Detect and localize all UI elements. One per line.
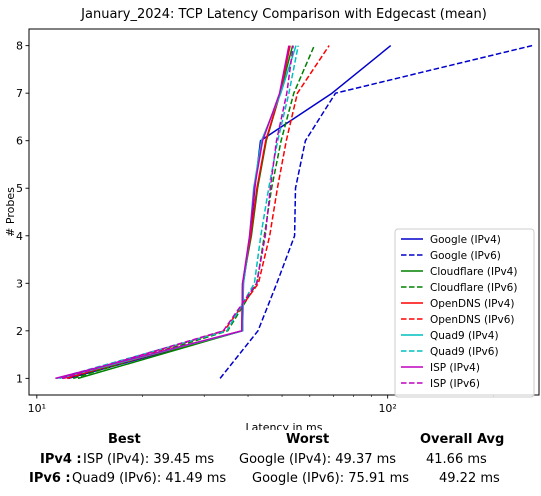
y-axis: 1 2 3 4 5 6 7 8 xyxy=(16,40,29,385)
y-tick-label: 3 xyxy=(16,277,23,290)
y-axis-label: # Probes xyxy=(4,187,17,237)
x-axis-label: Latency in ms xyxy=(246,421,323,430)
series-line-opendns-ipv4 xyxy=(63,45,291,380)
summary-row-ipv6-best: Quad9 (IPv6): 41.49 ms xyxy=(72,471,227,486)
legend-entry: Quad9 (IPv4) xyxy=(430,330,499,342)
summary-row-ipv4-avg: 41.66 ms xyxy=(426,452,487,467)
summary-row-ipv6-label: IPv6 : xyxy=(29,471,71,486)
series-line-isp-ipv4 xyxy=(55,45,290,380)
y-tick-label: 7 xyxy=(16,87,23,100)
legend-entry: Quad9 (IPv6) xyxy=(430,346,499,358)
y-tick-label: 6 xyxy=(16,135,23,148)
chart-title: January_2024: TCP Latency Comparison wit… xyxy=(80,7,487,22)
legend-entry: Cloudflare (IPv6) xyxy=(430,282,517,294)
series-line-opendns-ipv6 xyxy=(66,45,330,380)
y-tick-label: 5 xyxy=(16,182,23,195)
x-tick-label: 10¹ xyxy=(28,402,46,415)
summary-row-ipv4-worst: Google (IPv4): 49.37 ms xyxy=(239,452,397,467)
series-line-google-ipv6 xyxy=(219,44,533,379)
y-tick-label: 2 xyxy=(16,325,23,338)
legend-entry: OpenDNS (IPv4) xyxy=(430,298,515,310)
y-tick-label: 1 xyxy=(16,372,23,385)
legend-entry: OpenDNS (IPv6) xyxy=(430,314,515,326)
x-axis: 10¹ 10² xyxy=(28,395,494,415)
summary-row-ipv6-worst: Google (IPv6): 75.91 ms xyxy=(252,471,410,486)
summary-header-best: Best xyxy=(108,432,141,447)
x-tick-label: 10² xyxy=(378,402,396,415)
legend-box xyxy=(394,228,535,398)
series-line-quad9-ipv4 xyxy=(59,45,297,380)
legend: Google (IPv4) Google (IPv6) Cloudflare (IP… xyxy=(394,228,535,398)
series-line-cloudflare-ipv4 xyxy=(77,45,294,380)
summary-row-ipv4-best: ISP (IPv4): 39.45 ms xyxy=(83,452,215,467)
legend-entry: ISP (IPv4) xyxy=(430,362,480,374)
summary-header-avg: Overall Avg xyxy=(420,432,505,447)
summary-header-worst: Worst xyxy=(286,432,330,447)
y-tick-label: 8 xyxy=(16,40,23,53)
legend-entry: Google (IPv4) xyxy=(430,234,501,246)
legend-entry: Cloudflare (IPv4) xyxy=(430,266,517,278)
legend-entry: Google (IPv6) xyxy=(430,250,501,262)
series-line-isp-ipv6 xyxy=(61,45,294,380)
summary-row-ipv4-label: IPv4 : xyxy=(40,452,82,467)
series-line-quad9-ipv6 xyxy=(56,45,299,380)
legend-entry: ISP (IPv6) xyxy=(430,378,480,390)
summary-row-ipv6-avg: 49.22 ms xyxy=(439,471,500,486)
latency-chart: January_2024: TCP Latency Comparison wit… xyxy=(4,7,540,430)
y-tick-label: 4 xyxy=(16,230,23,243)
series-lines xyxy=(55,44,533,380)
plot-frame xyxy=(28,28,540,396)
